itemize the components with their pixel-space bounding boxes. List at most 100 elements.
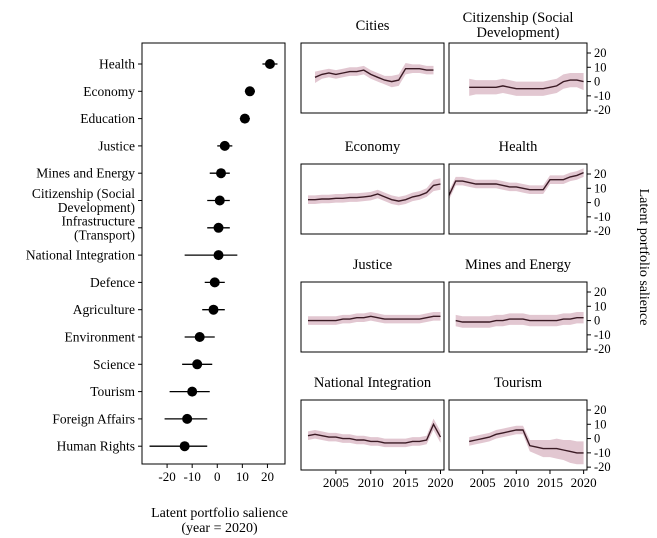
panel-title: Mines and Energy <box>465 257 572 273</box>
panel-frame <box>300 42 445 114</box>
x-tick-label: 2020 <box>571 475 597 490</box>
category-label-line: Tourism <box>90 384 135 399</box>
y-tick-label: 20 <box>594 167 607 181</box>
y-tick-label: -10 <box>594 89 611 103</box>
x-axis-title-line: Latent portfolio salience <box>151 506 288 521</box>
panel-title-line: Cities <box>356 18 390 34</box>
panel-title-line: National Integration <box>314 375 432 391</box>
estimate-point <box>214 195 225 206</box>
estimate-point <box>239 113 250 124</box>
salience-line <box>308 183 441 202</box>
panel-title-line: Tourism <box>494 375 543 391</box>
panel-title-line: Citizenship (Social <box>463 10 574 26</box>
left-dot-whisker-plot: -20 -10 0 10 20 Health Economy Education Justice… <box>26 42 288 536</box>
category-label: Human Rights <box>57 439 135 454</box>
salience-line <box>314 67 434 83</box>
category-label: Education <box>80 111 135 126</box>
confidence-band <box>469 73 584 96</box>
salience-line <box>469 79 584 90</box>
category-label: National Integration <box>26 248 135 263</box>
category-label: Health <box>99 57 135 72</box>
panel-title: Cities <box>356 18 390 34</box>
estimate-point <box>187 386 198 397</box>
category-label: Infrastructure (Transport) <box>62 213 135 242</box>
category-label: Tourism <box>90 384 135 399</box>
panel-title: Tourism <box>494 375 543 391</box>
category-label-line: Defence <box>90 275 135 290</box>
y-tick-label: 20 <box>594 285 607 299</box>
x-tick-label: 2015 <box>537 475 563 490</box>
y-tick-label: 0 <box>594 314 600 328</box>
salience-line <box>455 317 584 323</box>
panel-title-line: Justice <box>353 257 392 273</box>
panel-title-line: Economy <box>345 139 401 155</box>
panel-title: Citizenship (Social Development) <box>463 10 574 41</box>
y-tick-label: 20 <box>594 46 607 60</box>
category-label-line: Development) <box>58 200 135 215</box>
y-tick-label: 0 <box>594 75 600 89</box>
panel-title: National Integration <box>314 375 432 391</box>
right-small-multiples: Cities Citizenship (Social Development)201… <box>300 10 651 490</box>
confidence-band <box>455 312 584 328</box>
panel-frame <box>300 399 445 471</box>
x-tick-label: 10 <box>236 469 249 484</box>
x-tick-label: 2005 <box>323 475 349 490</box>
x-tick-label: -10 <box>184 469 201 484</box>
confidence-band <box>308 418 441 448</box>
category-label-line: Science <box>93 357 135 372</box>
category-label: Environment <box>65 330 136 345</box>
x-tick-label: 0 <box>214 469 221 484</box>
category-label: Justice <box>98 138 135 153</box>
y-tick-label: -10 <box>594 210 611 224</box>
panel: Citizenship (Social Development) 20100-10-… <box>448 10 611 117</box>
category-label: Economy <box>83 84 135 99</box>
y-tick-label: 10 <box>594 181 607 195</box>
estimate-point <box>264 59 275 69</box>
estimate-point <box>182 413 193 424</box>
salience-line <box>308 315 441 322</box>
category-label-line: Justice <box>98 138 135 153</box>
estimate-point <box>179 441 190 452</box>
category-label-line: Economy <box>83 84 135 99</box>
left-plot-frame <box>141 42 286 465</box>
salience-line <box>307 422 442 444</box>
estimate-point <box>216 168 227 179</box>
panel-title-line: Health <box>499 139 538 155</box>
x-axis-title: Latent portfolio salience (year = 2020) <box>151 506 288 536</box>
category-label-line: Health <box>99 57 135 72</box>
category-label-line: National Integration <box>26 248 135 263</box>
y-tick-label: 10 <box>594 299 607 313</box>
confidence-band <box>308 178 441 206</box>
panel-frame <box>448 163 588 235</box>
y-tick-label: -20 <box>594 224 611 238</box>
category-label: Foreign Affairs <box>52 411 135 426</box>
panel-frame <box>300 281 445 353</box>
panel-title: Economy <box>345 139 401 155</box>
category-label-line: Foreign Affairs <box>52 411 135 426</box>
x-tick-label: 2010 <box>358 475 384 490</box>
x-tick-label: -20 <box>158 469 175 484</box>
estimate-point <box>192 359 203 370</box>
confidence-band <box>308 312 441 325</box>
y-axis-title: Latent portfolio salience <box>636 189 651 326</box>
panel-title-line: Mines and Energy <box>465 257 572 273</box>
category-label-line: Human Rights <box>57 439 135 454</box>
salience-line <box>469 429 584 454</box>
y-tick-label: 10 <box>594 417 607 431</box>
estimate-point <box>213 222 224 233</box>
x-tick-label: 2005 <box>470 475 496 490</box>
panel: Justice <box>300 257 445 353</box>
category-label-line: Environment <box>65 330 136 345</box>
panel-frame <box>300 163 445 235</box>
category-label-line: Infrastructure <box>62 213 135 228</box>
x-tick-label: 2020 <box>428 475 454 490</box>
category-label: Citizenship (Social Development) <box>32 186 135 215</box>
category-label: Science <box>93 357 135 372</box>
category-label-line: Mines and Energy <box>36 166 135 181</box>
estimate-point <box>209 277 220 288</box>
estimate-point <box>194 332 205 342</box>
panel-frame <box>448 42 588 114</box>
